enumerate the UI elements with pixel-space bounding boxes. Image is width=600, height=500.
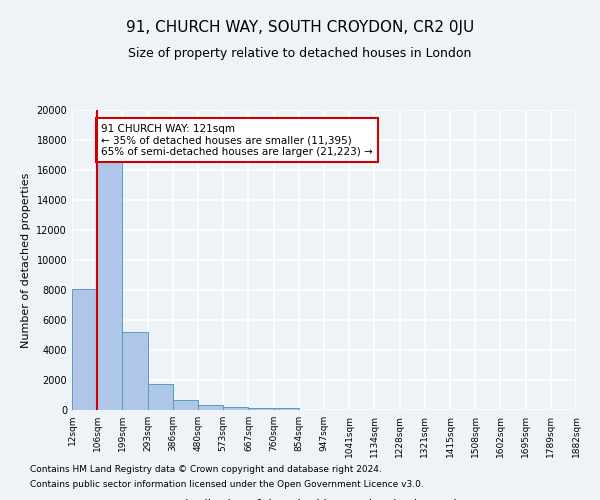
Text: Contains public sector information licensed under the Open Government Licence v3: Contains public sector information licen… [30, 480, 424, 489]
Bar [97, 162, 122, 410]
Bar [122, 332, 148, 410]
Text: 91 CHURCH WAY: 121sqm
← 35% of detached houses are smaller (11,395)
65% of semi-: 91 CHURCH WAY: 121sqm ← 35% of detached … [101, 124, 373, 156]
Bar [198, 405, 223, 410]
Bar [274, 408, 299, 410]
Bar [223, 407, 248, 410]
Bar [148, 384, 173, 410]
Bar [248, 408, 274, 410]
Bar [72, 288, 97, 410]
Y-axis label: Number of detached properties: Number of detached properties [21, 172, 31, 348]
Text: Contains HM Land Registry data © Crown copyright and database right 2024.: Contains HM Land Registry data © Crown c… [30, 465, 382, 474]
Bar [173, 400, 198, 410]
Text: 91, CHURCH WAY, SOUTH CROYDON, CR2 0JU: 91, CHURCH WAY, SOUTH CROYDON, CR2 0JU [126, 20, 474, 35]
Text: Size of property relative to detached houses in London: Size of property relative to detached ho… [128, 48, 472, 60]
X-axis label: Distribution of detached houses by size in London: Distribution of detached houses by size … [176, 498, 472, 500]
